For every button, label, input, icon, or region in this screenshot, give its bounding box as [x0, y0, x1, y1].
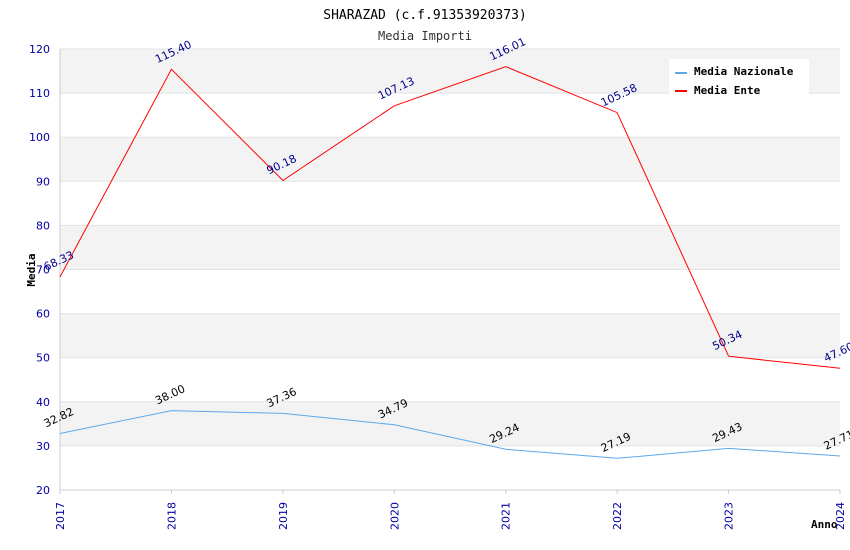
- y-tick-label: 80: [36, 219, 50, 232]
- plot-band: [60, 225, 840, 270]
- series-line-media-ente: [59, 66, 841, 369]
- series-line-media-nazionale: [59, 410, 841, 459]
- x-tick-label: 2024: [834, 502, 847, 530]
- legend: Media Nazionale Media Ente: [669, 59, 809, 97]
- x-tick-label: 2020: [388, 502, 401, 530]
- x-tick-label: 2019: [277, 502, 290, 530]
- y-tick-label: 110: [29, 87, 50, 100]
- y-tick-label: 30: [36, 440, 50, 453]
- y-tick-label: 100: [29, 131, 50, 144]
- x-tick-label: 2017: [54, 502, 67, 530]
- x-axis-label: Anno: [811, 518, 838, 531]
- chart-title: SHARAZAD (c.f.91353920373): [323, 8, 527, 23]
- plot-band: [60, 401, 840, 446]
- y-axis-label: Media: [25, 253, 38, 286]
- y-tick-label: 60: [36, 308, 50, 321]
- y-tick-label: 70: [36, 264, 50, 277]
- grid-lines: [60, 48, 840, 491]
- y-tick-label: 40: [36, 396, 50, 409]
- legend-label-media-nazionale: Media Nazionale: [694, 65, 794, 78]
- x-tick-labels: 2017 2018 2019 2020 2021 2022 2023 2024: [54, 490, 847, 530]
- y-tick-label: 20: [36, 484, 50, 497]
- legend-label-media-ente: Media Ente: [694, 84, 761, 97]
- y-tick-labels: 20 30 40 50 60 70 80 90 100 110 120: [29, 43, 50, 497]
- x-tick-label: 2021: [500, 502, 513, 530]
- legend-box: [669, 59, 809, 97]
- chart-subtitle: Media Importi: [378, 29, 472, 43]
- x-tick-label: 2018: [165, 502, 178, 530]
- y-tick-label: 90: [36, 175, 50, 188]
- x-tick-label: 2023: [723, 502, 736, 530]
- y-tick-label: 50: [36, 352, 50, 365]
- series-group: [59, 66, 841, 459]
- x-tick-label: 2022: [611, 502, 624, 530]
- plot-band: [60, 137, 840, 182]
- y-tick-label: 120: [29, 43, 50, 56]
- plot-band: [60, 313, 840, 358]
